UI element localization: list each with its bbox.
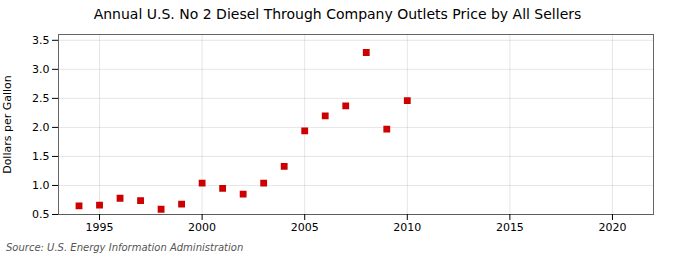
svg-text:2005: 2005 bbox=[291, 221, 319, 234]
svg-text:2020: 2020 bbox=[598, 221, 626, 234]
svg-text:2015: 2015 bbox=[496, 221, 524, 234]
svg-text:1995: 1995 bbox=[86, 221, 114, 234]
svg-text:2.5: 2.5 bbox=[32, 92, 50, 105]
svg-text:3.0: 3.0 bbox=[32, 63, 50, 76]
svg-text:2000: 2000 bbox=[188, 221, 216, 234]
svg-text:Dollars per Gallon: Dollars per Gallon bbox=[1, 75, 14, 174]
svg-text:1.0: 1.0 bbox=[32, 179, 50, 192]
svg-text:2.0: 2.0 bbox=[32, 121, 50, 134]
html-text:Annual U.S. No 2 Diesel Throug: Annual U.S. No 2 Diesel Through Company … bbox=[93, 6, 582, 22]
svg-text:1.5: 1.5 bbox=[32, 150, 50, 163]
svg-text:3.5: 3.5 bbox=[32, 34, 50, 47]
svg-text:0.5: 0.5 bbox=[32, 208, 50, 221]
svg-text:2010: 2010 bbox=[393, 221, 421, 234]
html-text:Source: U.S. Energy Informatio: Source: U.S. Energy Information Administ… bbox=[6, 242, 244, 253]
